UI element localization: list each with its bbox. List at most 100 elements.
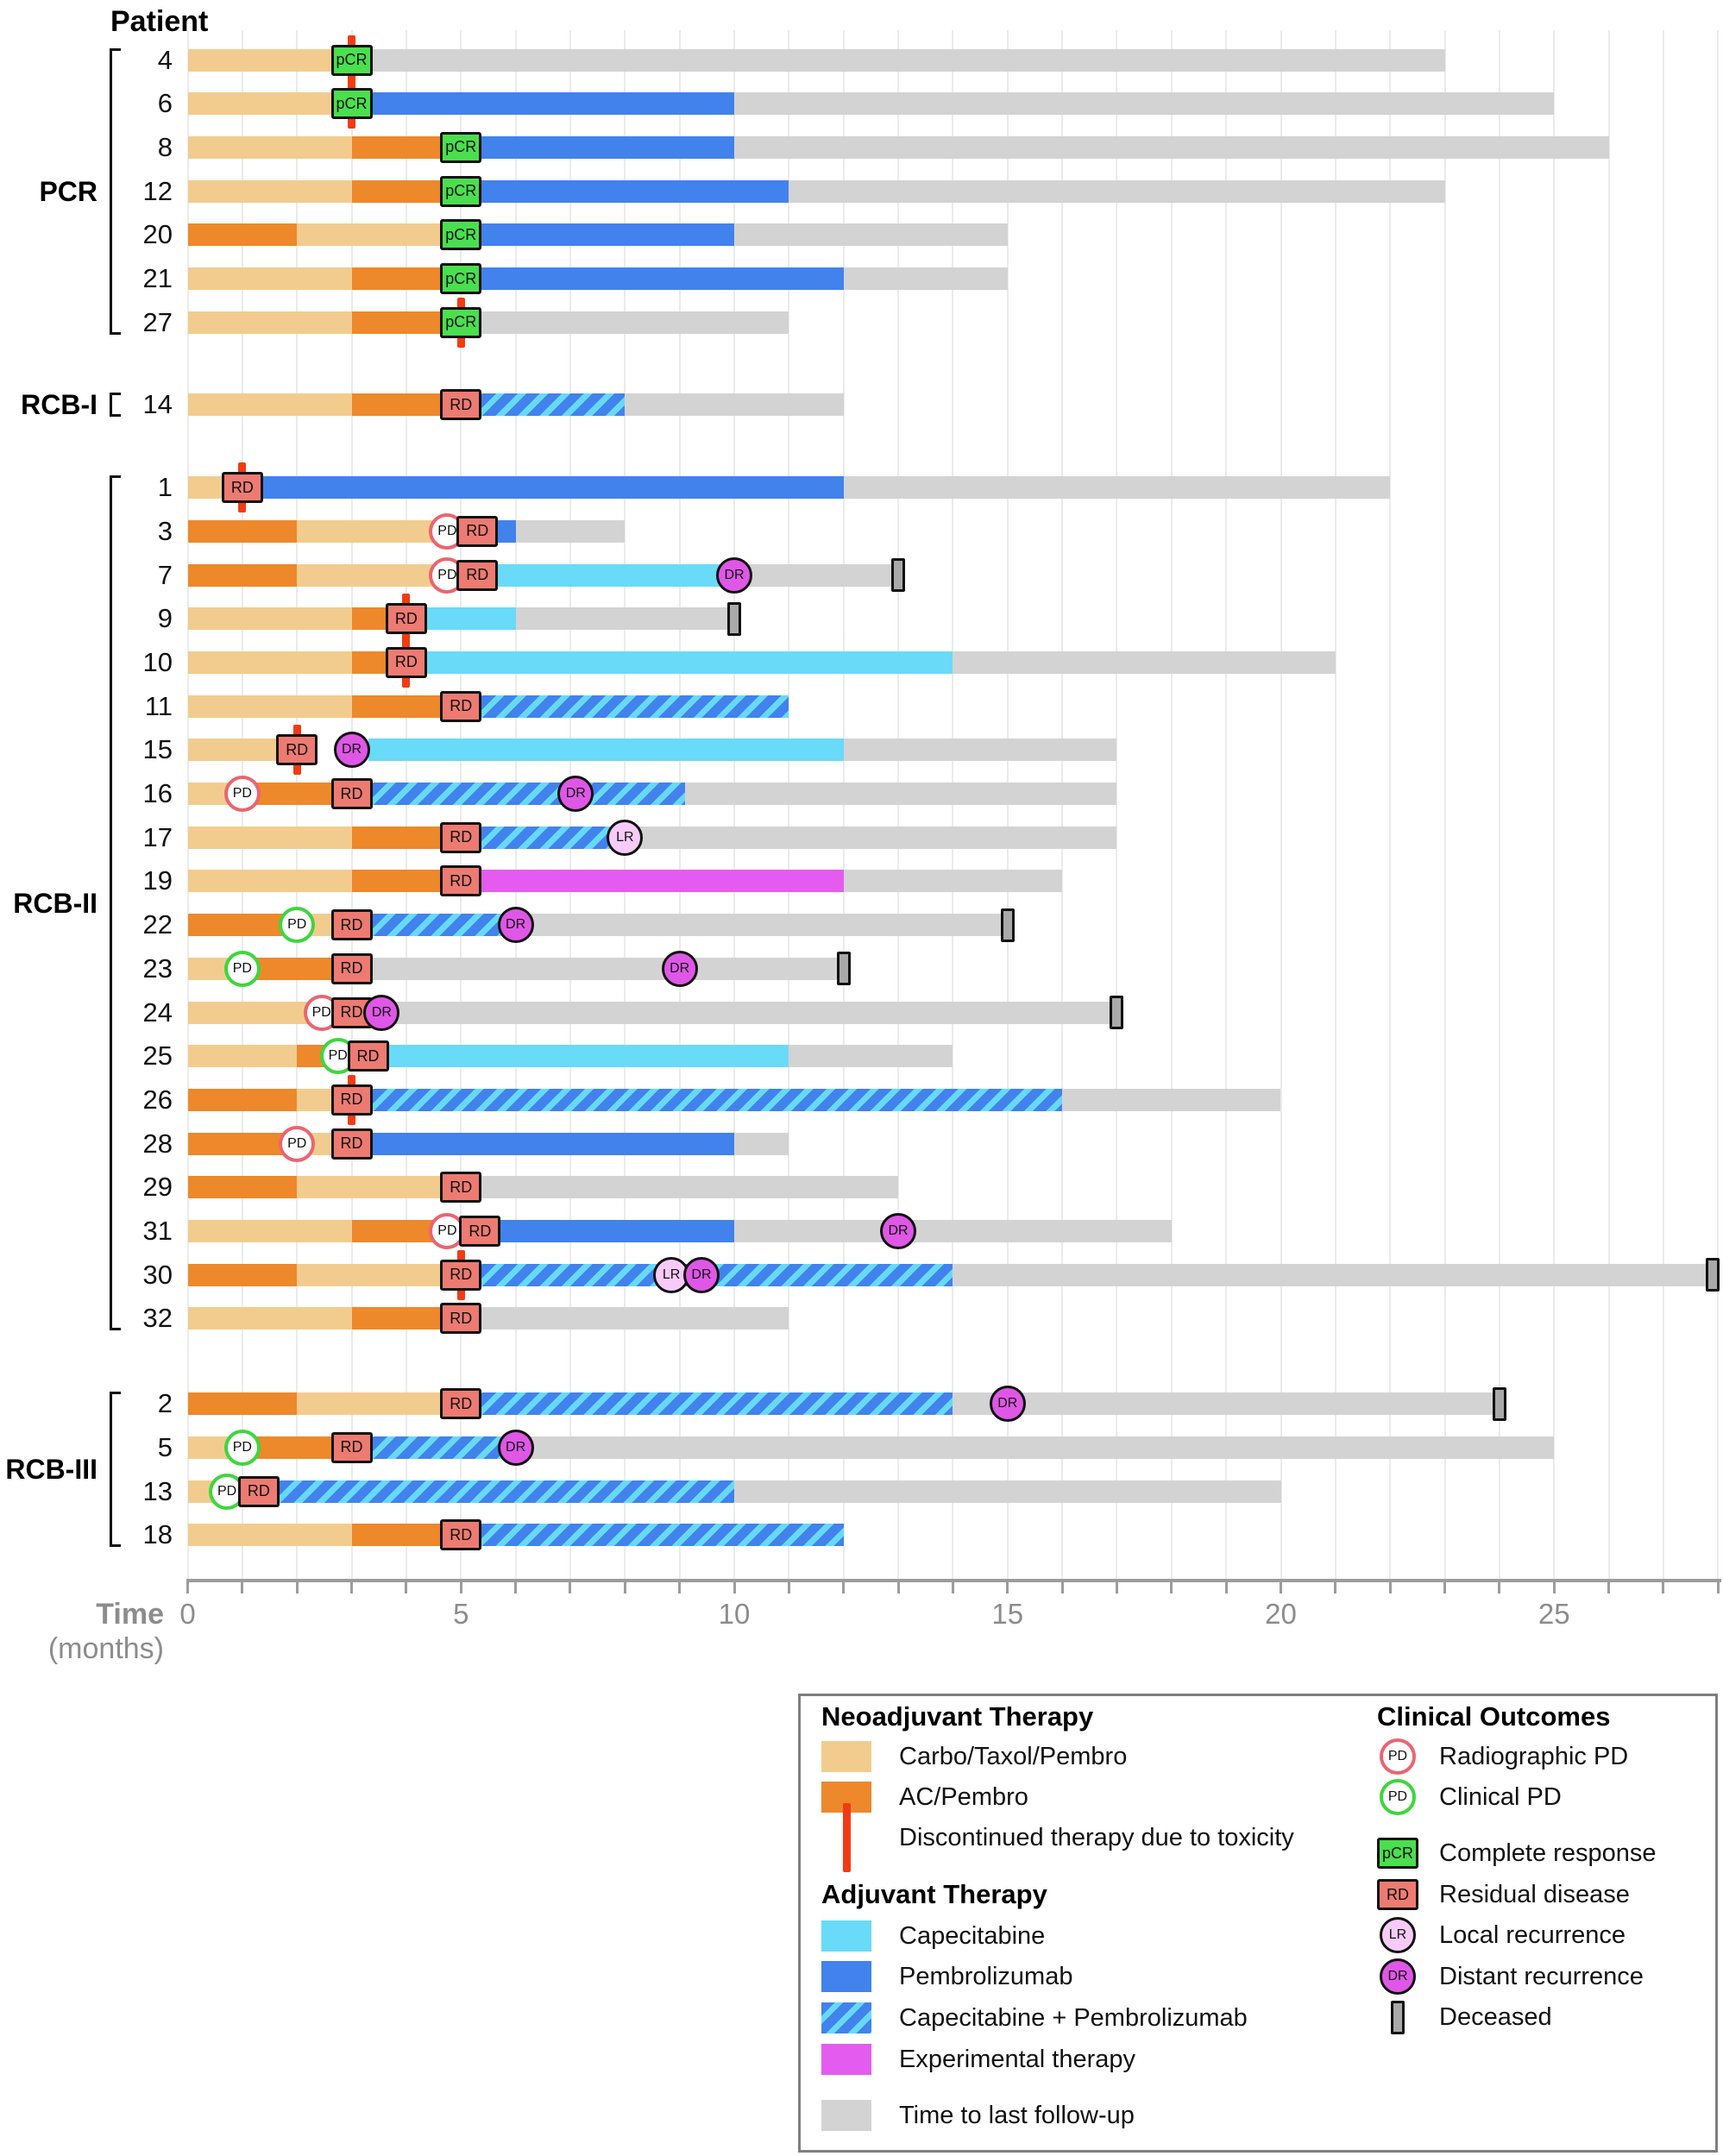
residual-disease-marker: RD: [330, 952, 373, 984]
deceased-marker: [1000, 908, 1015, 942]
therapy-segment-cape_pembro: [461, 695, 789, 718]
x-axis-tick: [1552, 1582, 1556, 1593]
legend-item-label: Clinical PD: [1439, 1783, 1562, 1811]
complete-response-marker: pCR: [440, 131, 482, 163]
therapy-segment-followup: [734, 92, 1555, 116]
legend-lr-marker: LR: [1380, 1917, 1416, 1953]
legend-item-label: Complete response: [1439, 1839, 1657, 1867]
residual-disease-marker: RD: [237, 1475, 280, 1507]
legend-pcr-marker: pCR: [1377, 1838, 1418, 1869]
x-axis-tick: [1224, 1582, 1228, 1593]
therapy-segment-carbo: [297, 223, 462, 247]
therapy-segment-pembro: [480, 1220, 734, 1242]
x-axis-line: [186, 1579, 1722, 1582]
therapy-segment-cape: [368, 1045, 789, 1068]
x-axis-tick: [1388, 1582, 1392, 1593]
therapy-segment-carbo: [187, 48, 352, 72]
distant-recurrence-marker: DR: [557, 776, 594, 812]
patient-label: 30: [142, 1259, 173, 1290]
therapy-segment-ac: [187, 519, 298, 543]
group-bracket: [110, 1392, 112, 1548]
therapy-segment-followup: [789, 1045, 953, 1068]
patient-label: 21: [142, 263, 173, 293]
therapy-segment-cape_pembro: [351, 1088, 1063, 1111]
distant-recurrence-marker: DR: [333, 732, 370, 769]
therapy-segment-carbo: [297, 1263, 462, 1286]
deceased-marker: [1110, 996, 1124, 1029]
legend-section-title: Adjuvant Therapy: [821, 1879, 1047, 1909]
residual-disease-marker: RD: [440, 1259, 482, 1291]
distant-recurrence-marker: DR: [497, 907, 534, 944]
therapy-segment-followup: [461, 1176, 899, 1199]
gridline: [1334, 30, 1336, 1579]
therapy-segment-pembro: [461, 267, 844, 290]
distant-recurrence-marker: DR: [989, 1386, 1026, 1423]
patient-label: 27: [142, 306, 173, 337]
therapy-segment-followup: [501, 1436, 1555, 1459]
patient-label: 17: [142, 821, 173, 852]
gridline: [1116, 30, 1118, 1579]
x-axis-tick: [1060, 1582, 1064, 1593]
therapy-segment-cape_pembro: [461, 393, 626, 417]
gridline: [1280, 30, 1282, 1579]
legend-swatch-cape-pembro: [821, 2002, 871, 2033]
legend-swatch-pembro: [821, 1961, 871, 1992]
clinical-pd-marker: PD: [279, 907, 316, 944]
therapy-segment-followup: [461, 1307, 789, 1330]
legend-item-label: AC/Pembro: [899, 1783, 1028, 1811]
therapy-segment-followup: [843, 739, 1117, 762]
residual-disease-marker: RD: [440, 1519, 482, 1551]
group-label-pcr: PCR: [39, 175, 97, 207]
deceased-marker: [1492, 1386, 1506, 1421]
patient-label: 15: [142, 734, 173, 765]
residual-disease-marker: RD: [330, 1084, 373, 1116]
residual-disease-marker: RD: [347, 1040, 389, 1072]
patient-label: 20: [142, 219, 173, 250]
therapy-segment-cape: [477, 563, 734, 587]
therapy-segment-followup: [613, 826, 1117, 849]
therapy-segment-followup: [625, 393, 844, 417]
residual-disease-marker: RD: [440, 389, 482, 421]
legend-section-title: Neoadjuvant Therapy: [821, 1701, 1094, 1732]
therapy-segment-ac: [187, 1392, 298, 1416]
therapy-segment-followup: [351, 957, 844, 980]
clinical-pd-marker: PD: [223, 950, 261, 987]
therapy-segment-cape_pembro: [351, 914, 502, 937]
group-bracket-arm: [110, 1544, 121, 1548]
x-axis-tick: [569, 1582, 572, 1593]
group-bracket-arm: [110, 47, 121, 51]
patient-label: 32: [142, 1303, 173, 1334]
therapy-segment-ac: [351, 1220, 434, 1242]
group-bracket-arm: [110, 414, 121, 418]
x-axis-tick: [678, 1582, 682, 1593]
deceased-marker: [891, 558, 906, 592]
x-axis-tick: [1607, 1582, 1611, 1593]
therapy-segment-ac: [187, 563, 298, 587]
therapy-segment-followup: [953, 651, 1336, 674]
gridline: [1443, 30, 1446, 1579]
therapy-segment-followup: [684, 783, 1117, 805]
legend-item-label: Capecitabine: [899, 1922, 1046, 1950]
therapy-segment-experimental: [461, 870, 844, 893]
residual-disease-marker: RD: [440, 1388, 482, 1420]
page-title: Patient: [110, 5, 209, 38]
therapy-segment-followup: [734, 223, 1008, 247]
therapy-segment-cape_pembro: [351, 1436, 502, 1459]
residual-disease-marker: RD: [440, 821, 482, 853]
x-axis-tick: [1443, 1582, 1447, 1593]
therapy-segment-carbo: [187, 311, 352, 334]
residual-disease-marker: RD: [440, 1303, 482, 1335]
patient-label: 26: [142, 1084, 173, 1115]
therapy-segment-followup: [843, 870, 1063, 893]
therapy-segment-followup: [843, 267, 1008, 290]
patient-label: 31: [142, 1216, 173, 1246]
therapy-segment-carbo: [187, 870, 352, 893]
therapy-segment-cape_pembro: [461, 1524, 844, 1547]
therapy-segment-carbo: [187, 1524, 352, 1547]
group-bracket-arm: [110, 393, 121, 396]
legend-item-label: Pembrolizumab: [899, 1963, 1073, 1990]
group-label-rcb-iii: RCB-III: [5, 1454, 97, 1486]
legend-rd-marker: RD: [1377, 1879, 1418, 1910]
group-bracket-arm: [110, 475, 121, 479]
